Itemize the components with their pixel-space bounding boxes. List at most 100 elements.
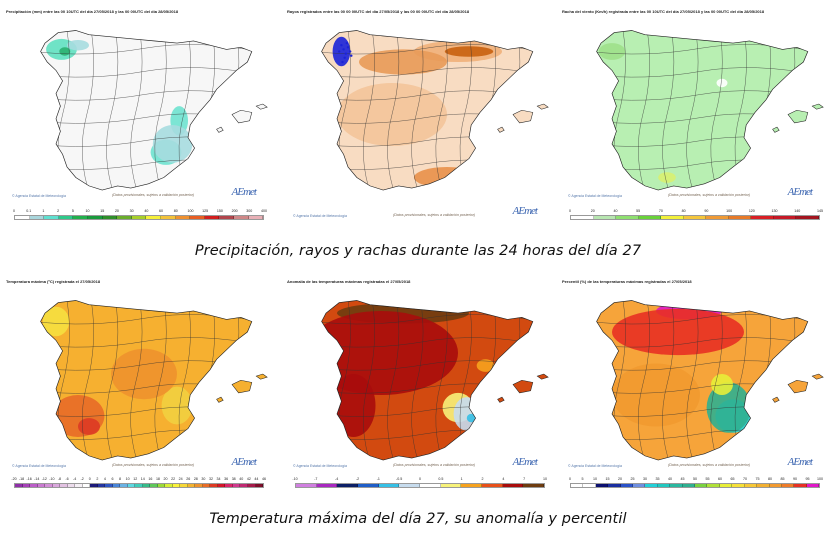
province-border [596, 337, 808, 348]
legend-ticks: 0 0.1 1 2 5 10 15 20 30 40 60 80 100 125 150 200 300 400 [13, 209, 267, 215]
data-overlay [596, 300, 808, 461]
legend-tick-label: 8 [119, 477, 122, 481]
legend-swatch [195, 484, 203, 487]
legend-swatch [202, 484, 211, 487]
map-title: Precipitación (mm) entre las 00 10UTC de… [6, 9, 179, 14]
balearic-island [255, 373, 268, 380]
province-border [363, 30, 375, 191]
balearic-island [497, 126, 505, 133]
legend-swatch [219, 216, 234, 219]
legend-swatch [44, 216, 59, 219]
legend-tick-label: 400 [261, 209, 267, 213]
legend-swatch [22, 484, 31, 487]
legend-swatch [127, 484, 136, 487]
legend-swatch [682, 484, 696, 487]
legend-swatch [225, 484, 233, 487]
legend-swatch [296, 484, 317, 487]
legend-swatch [502, 484, 524, 487]
legend-tick-label: 25 [630, 477, 635, 481]
legend-swatch [670, 484, 683, 487]
lightning-strike [337, 50, 341, 53]
legend-tick-label: 0 [13, 209, 15, 213]
legend-tick-label: 15 [100, 209, 105, 213]
data-region [453, 397, 480, 431]
legend-swatch [187, 484, 196, 487]
map-title: Racha del viento (Km/h) registrada entre… [562, 9, 765, 14]
legend-swatch [131, 216, 147, 219]
credit-text: © Agencia Estatal de Meteorología [568, 464, 622, 468]
province-border [40, 67, 252, 78]
province-border [710, 300, 723, 461]
aemet-logo: AEmet [232, 186, 257, 198]
map-title: Temperatura máxima (ºC) registrada el 27… [6, 279, 101, 284]
logo-text: AEmet [231, 456, 257, 468]
legend-swatch [683, 216, 707, 219]
legend-swatch [160, 216, 176, 219]
legend-swatch [117, 216, 132, 219]
province-border [40, 337, 252, 348]
spain-outline-group [596, 30, 824, 191]
province-border [411, 300, 424, 461]
legend-tick-label: 44 [254, 477, 259, 481]
legend-tick-label: -4 [72, 477, 77, 481]
provisional-note: (Datos provisionales, sujetos a validaci… [668, 193, 751, 197]
legend-swatch [461, 484, 483, 487]
provisional-note: (Datos provisionales, sujetos a validaci… [668, 463, 751, 467]
legend-swatch [102, 216, 118, 219]
legend-max-temperature: -20 -18 -16 -14 -12 -10 -8 -6 -4 -2 0 2 4 6 8 10 12 14 16 1… [11, 477, 266, 493]
lightning-strike [342, 48, 345, 51]
legend-swatch [794, 484, 807, 487]
legend-anomaly: -10 -7 -4 -2 -1 -0.5 0 0.5 1 2 4 7 10 [292, 477, 547, 493]
legend-tick-label: 12 [133, 477, 138, 481]
province-border [638, 30, 650, 191]
legend-tick-label: -0.5 [396, 477, 403, 481]
legend-tick-label: 70 [658, 209, 663, 213]
legend-tick-label: 10 [125, 477, 130, 481]
balearic-island [787, 380, 809, 394]
province-border [321, 337, 533, 348]
legend-swatch [751, 216, 774, 219]
legend-tick-label: 40 [239, 477, 244, 481]
legend-tick-label: 4 [103, 477, 106, 481]
spain-outline-group [596, 300, 824, 461]
balearic-island [255, 103, 268, 110]
legend-tick-label: 55 [636, 209, 641, 213]
legend-tick-label: -18 [18, 477, 25, 481]
legend-tick-label: 75 [755, 477, 760, 481]
legend-precipitation: 0 0.1 1 2 5 10 15 20 30 40 60 80 100 125 150 200 300 400 [13, 209, 267, 225]
legend-swatch [695, 484, 708, 487]
lightning-strike [348, 50, 352, 53]
balearic-island [231, 380, 253, 394]
lightning-strike [341, 60, 344, 64]
province-border [435, 30, 448, 191]
legend-swatch [175, 216, 191, 219]
balearic-island [216, 126, 224, 133]
legend-tick-label: 46 [262, 477, 266, 481]
data-region [78, 418, 100, 435]
legend-tick-label: 0.1 [26, 209, 32, 213]
data-region [711, 374, 733, 395]
legend-wind-gusts: 0 20 40 55 70 80 90 100 120 130 140 145 [569, 209, 823, 225]
legend-color-bar [14, 215, 264, 220]
legend-swatch [661, 216, 684, 219]
legend-swatch [706, 216, 729, 219]
legend-tick-label: 60 [718, 477, 722, 481]
legend-swatch [29, 216, 45, 219]
legend-tick-label: 5 [71, 209, 74, 213]
legend-swatch [744, 484, 758, 487]
legend-tick-label: 30 [643, 477, 647, 481]
legend-swatch [440, 484, 462, 487]
data-region [612, 308, 744, 356]
legend-tick-label: 0.5 [438, 477, 444, 481]
legend-swatch [638, 216, 662, 219]
province-border [321, 182, 533, 191]
caption-row-2: Temperatura máxima del día 27, su anomal… [209, 511, 627, 527]
spain-coastline [40, 300, 253, 461]
legend-color-bar [14, 483, 264, 488]
data-overlay [321, 30, 533, 191]
legend-swatch [633, 484, 646, 487]
legend-swatch [616, 216, 639, 219]
province-border [596, 182, 808, 191]
legend-tick-label: -7 [314, 477, 318, 481]
data-region [331, 374, 376, 437]
